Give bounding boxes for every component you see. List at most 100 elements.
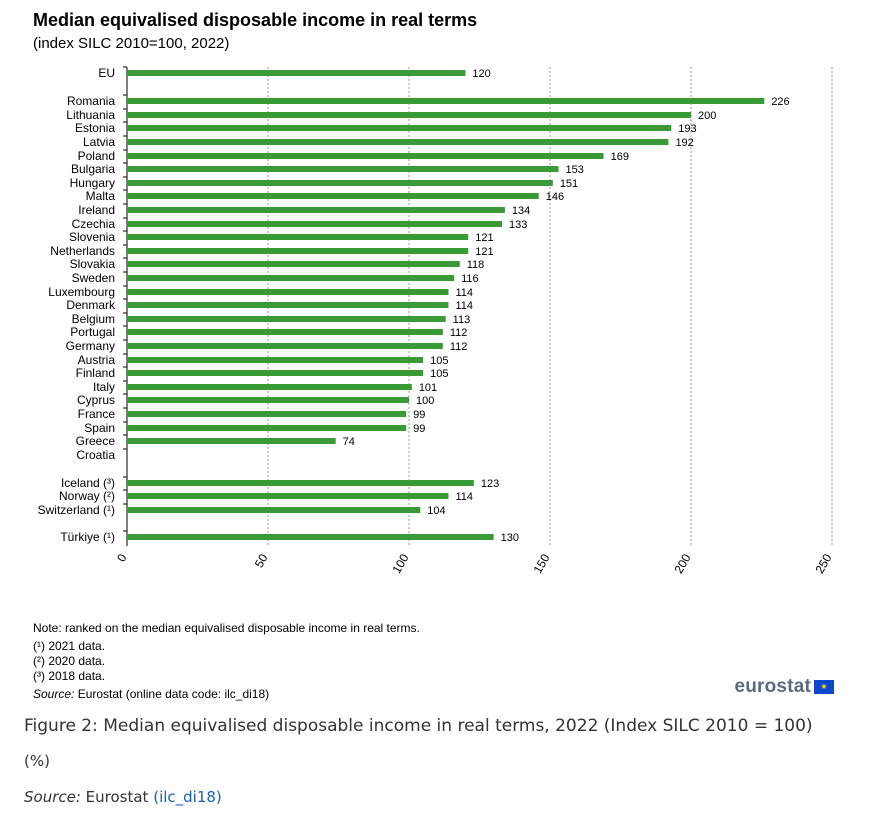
x-tick-label: 150 xyxy=(530,551,552,576)
chart-title: Median equivalised disposable income in … xyxy=(33,10,478,30)
value-label: 133 xyxy=(509,219,527,231)
category-label: Portugal xyxy=(70,325,115,339)
bar xyxy=(127,166,559,172)
value-label: 121 xyxy=(475,232,493,244)
value-label: 101 xyxy=(419,382,437,394)
bar xyxy=(127,316,446,322)
value-label: 114 xyxy=(455,300,473,312)
bar xyxy=(127,275,455,281)
value-label: 153 xyxy=(565,164,583,176)
figure-unit: (%) xyxy=(24,752,50,770)
category-label: EU xyxy=(98,66,115,80)
value-label: 193 xyxy=(678,123,696,135)
category-label: Norway (²) xyxy=(59,489,115,503)
x-tick-label: 200 xyxy=(671,551,693,576)
bar xyxy=(127,397,409,403)
bar xyxy=(127,70,466,76)
category-label: Poland xyxy=(78,149,115,163)
category-label: Slovakia xyxy=(70,257,116,271)
bar xyxy=(127,248,469,254)
category-label: Austria xyxy=(78,353,116,367)
value-label: 169 xyxy=(611,151,629,163)
bar-chart: 0 50 100 150 200 250 EU 120 Romania 226 Lithuania 2… xyxy=(38,66,835,576)
bar xyxy=(127,384,412,390)
bar xyxy=(127,193,539,199)
bar xyxy=(127,125,672,131)
bar xyxy=(127,221,503,227)
value-label: 226 xyxy=(771,96,789,108)
category-label: Netherlands xyxy=(50,244,115,258)
category-label: Sweden xyxy=(72,271,115,285)
value-label: 112 xyxy=(450,341,468,353)
value-label: 192 xyxy=(675,137,693,149)
note-source-label: Source: xyxy=(33,687,75,701)
value-label: 74 xyxy=(343,436,355,448)
bar xyxy=(127,493,449,499)
category-label: Lithuania xyxy=(66,108,115,122)
figure-source-label: Source: xyxy=(24,788,81,806)
category-label: Finland xyxy=(76,366,115,380)
value-label: 99 xyxy=(413,409,425,421)
category-label: Germany xyxy=(66,339,115,353)
figure-source-text: Eurostat xyxy=(80,788,154,806)
value-label: 146 xyxy=(546,191,564,203)
bar xyxy=(127,343,443,349)
bar xyxy=(127,139,669,145)
category-label: Cyprus xyxy=(77,393,115,407)
bar xyxy=(127,153,604,159)
bar xyxy=(127,329,443,335)
x-tick-label: 50 xyxy=(252,551,271,570)
bar xyxy=(127,261,460,267)
figure-source: Source: Eurostat (ilc_di18) xyxy=(24,788,222,806)
category-label: Bulgaria xyxy=(71,162,115,176)
bar xyxy=(127,370,424,376)
category-label: Switzerland (¹) xyxy=(38,503,115,517)
category-label: Croatia xyxy=(76,448,115,462)
value-label: 105 xyxy=(430,368,448,380)
value-label: 121 xyxy=(475,246,493,258)
category-label: Denmark xyxy=(66,298,116,312)
category-label: Greece xyxy=(76,434,116,448)
category-label: Estonia xyxy=(75,121,115,135)
bar xyxy=(127,302,449,308)
category-label: Hungary xyxy=(70,176,115,190)
category-label: Iceland (³) xyxy=(61,476,115,490)
bar xyxy=(127,112,691,118)
category-label: Malta xyxy=(86,189,116,203)
category-label: Latvia xyxy=(83,135,115,149)
x-tick-label: 100 xyxy=(389,551,411,576)
logo-text: eurostat xyxy=(734,676,811,697)
category-label: Belgium xyxy=(72,312,115,326)
value-label: 200 xyxy=(698,110,716,122)
bar xyxy=(127,534,494,540)
value-label: 120 xyxy=(472,68,490,80)
note-2020: (²) 2020 data. xyxy=(33,654,106,668)
chart-subtitle: (index SILC 2010=100, 2022) xyxy=(33,35,230,52)
category-label: France xyxy=(78,407,116,421)
bar xyxy=(127,357,424,363)
value-label: 113 xyxy=(453,314,471,326)
value-label: 123 xyxy=(481,478,499,490)
bar xyxy=(127,411,407,417)
source-link[interactable]: (ilc_di18) xyxy=(153,788,222,806)
figure-caption: Figure 2: Median equivalised disposable … xyxy=(24,716,813,736)
x-tick-label: 250 xyxy=(812,551,834,576)
value-label: 114 xyxy=(455,287,473,299)
category-label: Türkiye (¹) xyxy=(60,530,115,544)
value-label: 134 xyxy=(512,205,530,217)
category-label: Italy xyxy=(93,380,115,394)
note-2018: (³) 2018 data. xyxy=(33,669,106,683)
bar xyxy=(127,289,449,295)
bar xyxy=(127,425,407,431)
value-label: 114 xyxy=(455,491,473,503)
bar xyxy=(127,98,765,104)
note-source: Source: Eurostat (online data code: ilc_… xyxy=(33,687,269,701)
category-label: Ireland xyxy=(78,203,115,217)
value-label: 100 xyxy=(416,395,434,407)
value-label: 130 xyxy=(501,532,519,544)
bar xyxy=(127,480,474,486)
value-label: 99 xyxy=(413,423,425,435)
category-label: Slovenia xyxy=(69,230,115,244)
note-source-text: Eurostat (online data code: ilc_di18) xyxy=(74,687,270,701)
value-label: 151 xyxy=(560,178,578,190)
